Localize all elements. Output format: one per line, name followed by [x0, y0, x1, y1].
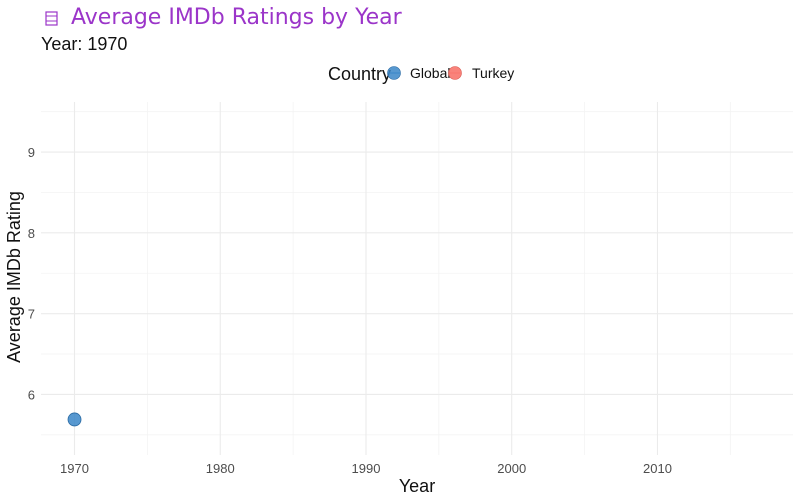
legend-title: Country: [328, 64, 391, 84]
chart-title: Average IMDb Ratings by Year: [45, 5, 403, 30]
legend-key-global: [387, 66, 401, 80]
x-tick-label: 1970: [60, 461, 89, 476]
y-tick-label: 7: [28, 307, 35, 322]
y-tick-label: 8: [28, 226, 35, 241]
subtitle: Year: 1970: [41, 34, 127, 54]
data-points: [67, 412, 82, 427]
film-icon: [45, 11, 58, 26]
x-tick-label: 1980: [206, 461, 235, 476]
x-tick-label: 2010: [643, 461, 672, 476]
legend-label-turkey: Turkey: [472, 65, 514, 81]
y-tick-label: 6: [28, 387, 35, 402]
y-axis-title: Average IMDb Rating: [4, 191, 24, 363]
legend: Country Global Turkey: [328, 64, 514, 84]
legend-key-turkey: [448, 66, 462, 80]
tick-labels: 1970 1980 1990 2000 2010 6 7 8 9: [28, 145, 672, 476]
grid: [41, 102, 793, 455]
title-text: Average IMDb Ratings by Year: [71, 5, 403, 30]
data-point-global: [67, 412, 82, 427]
y-tick-label: 9: [28, 145, 35, 160]
x-axis-title: Year: [399, 476, 435, 496]
x-tick-label: 2000: [497, 461, 526, 476]
x-tick-label: 1990: [352, 461, 381, 476]
legend-label-global: Global: [410, 65, 450, 81]
